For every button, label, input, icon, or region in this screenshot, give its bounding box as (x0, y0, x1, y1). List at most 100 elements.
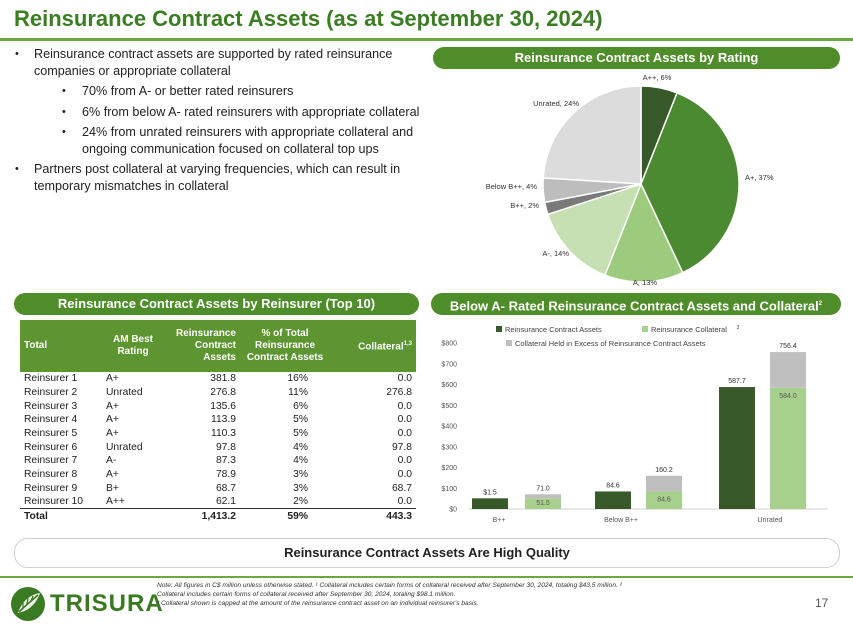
pie-label: Below B++, 4% (486, 182, 538, 191)
reinsurer-collateral: 276.8 (386, 387, 412, 399)
collateral-footnote-ref: 1,3 (403, 341, 412, 348)
reinsurer-rating: Unrated (106, 441, 143, 453)
logo-wordmark: TRISURA (50, 590, 164, 617)
bar-collateral-label: 84.6 (657, 496, 671, 503)
pie-label: Unrated, 24% (533, 99, 579, 108)
reinsurer-assets: 110.3 (210, 428, 236, 440)
bar-collateral-label: 584.0 (779, 393, 797, 400)
reinsurer-name: Reinsurer 4 (24, 414, 78, 426)
total-assets: 1,413.2 (164, 508, 240, 523)
table-row: Reinsurer 2 Unrated 276.8 11% 276.8 (20, 386, 416, 400)
bullet-item: Partners post collateral at varying freq… (12, 161, 422, 194)
page-title: Reinsurance Contract Assets (as at Septe… (14, 6, 603, 31)
legend-swatch (506, 340, 512, 346)
pie-label: B++, 2% (510, 201, 539, 210)
table-row: Reinsurer 8 A+ 78.9 3% 0.0 (20, 468, 416, 482)
col-total: Total (20, 320, 102, 372)
reinsurer-assets: 87.3 (215, 455, 236, 467)
reinsurer-assets: 62.1 (215, 496, 236, 508)
y-tick-label: $400 (441, 424, 457, 431)
reinsurer-name: Reinsurer 6 (24, 441, 78, 453)
reinsurer-rating: A++ (106, 496, 125, 508)
bar-collateral (770, 387, 806, 509)
page-number: 17 (815, 596, 829, 610)
reinsurer-name: Reinsurer 2 (24, 387, 78, 399)
footnote-line: Note: All figures in C$ million unless o… (157, 582, 622, 589)
reinsurer-collateral: 0.0 (397, 469, 412, 481)
reinsurer-name: Reinsurer 5 (24, 428, 78, 440)
table-total-row: Total 1,413.2 59% 443.3 (20, 508, 416, 523)
reinsurer-pct: 6% (293, 400, 308, 412)
reinsurer-rating: B+ (106, 482, 119, 494)
trisura-logo: TRISURA (10, 586, 164, 622)
reinsurer-collateral: 0.0 (397, 428, 412, 440)
total-collateral: 443.3 (330, 508, 416, 523)
legend-label: Reinsurance Collateral (651, 325, 727, 334)
y-tick-label: $100 (441, 486, 457, 493)
reinsurer-assets: 381.8 (210, 373, 236, 385)
reinsurer-name: Reinsurer 7 (24, 455, 78, 467)
y-tick-label: $0 (449, 507, 457, 514)
collateral-header-label: Collateral (358, 341, 404, 353)
below-a-chart-title: Below A- Rated Reinsurance Contract Asse… (449, 298, 819, 314)
bar-assets (595, 491, 631, 509)
footnote-line: Collateral includes certain forms of col… (157, 590, 456, 598)
table-row: Reinsurer 6 Unrated 97.8 4% 97.8 (20, 440, 416, 454)
reinsurer-assets: 135.6 (210, 400, 236, 412)
legend-footnote-ref: 3 (737, 325, 740, 331)
reinsurer-assets: 78.9 (215, 469, 236, 481)
bar-total-label: 756.4 (779, 343, 797, 350)
reinsurer-name: Reinsurer 1 (24, 373, 78, 385)
bullet-item: Reinsurance contract assets are supporte… (12, 46, 422, 79)
legend-label: Collateral Held in Excess of Reinsurance… (515, 339, 706, 348)
x-category-label: Unrated (758, 517, 783, 524)
x-category-label: Below B++ (604, 517, 638, 524)
table-row: Reinsurer 10 A++ 62.1 2% 0.0 (20, 495, 416, 509)
leaf-logo-icon (11, 587, 45, 621)
reinsurer-rating: A+ (106, 469, 119, 481)
reinsurer-pct: 4% (293, 455, 308, 467)
bar-assets (719, 387, 755, 509)
y-tick-label: $800 (441, 341, 457, 348)
reinsurer-collateral: 68.7 (391, 482, 412, 494)
footer-divider (0, 576, 853, 578)
title-divider (0, 38, 853, 41)
footnotes: Note: All figures in C$ million unless o… (157, 582, 797, 608)
bar-excess-collateral (525, 494, 561, 499)
total-rating-empty (102, 508, 164, 523)
legend-swatch (496, 326, 502, 332)
reinsurer-name: Reinsurer 3 (24, 400, 78, 412)
col-am-best-rating: AM Best Rating (102, 320, 164, 372)
reinsurer-table: Total AM Best Rating Reinsurance Contrac… (20, 320, 416, 523)
reinsurer-collateral: 0.0 (397, 414, 412, 426)
reinsurer-pct: 5% (293, 414, 308, 426)
reinsurer-rating: A+ (106, 414, 119, 426)
below-a-bar-chart: Reinsurance Contract Assets Reinsurance C… (441, 325, 828, 524)
reinsurer-assets: 97.8 (215, 441, 236, 453)
reinsurer-pct: 11% (288, 387, 308, 399)
bar-assets-label: 587.7 (728, 378, 746, 385)
pie-slice-1 (640, 91, 740, 274)
reinsurer-collateral: 0.0 (397, 373, 412, 385)
rating-chart-header: Reinsurance Contract Assets by Rating (433, 47, 840, 69)
reinsurer-pct: 4% (293, 441, 308, 453)
reinsurer-rating: A+ (106, 400, 119, 412)
pie-slice-2 (603, 182, 684, 283)
reinsurer-rating: A+ (106, 428, 119, 440)
footnote-line: ³ Collateral shown is capped at the amou… (157, 599, 479, 607)
reinsurer-collateral: 97.8 (391, 441, 412, 453)
bar-assets (472, 498, 508, 509)
table-row: Reinsurer 9 B+ 68.7 3% 68.7 (20, 482, 416, 496)
reinsurer-name: Reinsurer 10 (24, 496, 83, 508)
reinsurer-name: Reinsurer 9 (24, 482, 78, 494)
reinsurer-rating: Unrated (106, 387, 143, 399)
reinsurer-pct: 16% (287, 373, 308, 385)
reinsurer-pct: 3% (293, 482, 308, 494)
sub-bullet-item: 70% from A- or better rated reinsurers (12, 83, 422, 100)
bar-collateral (525, 498, 561, 509)
reinsurer-assets: 113.9 (210, 414, 236, 426)
legend-label: Reinsurance Contract Assets (505, 325, 602, 334)
pie-label: A++, 6% (643, 73, 672, 82)
bar-collateral (646, 491, 682, 509)
reinsurer-collateral: 0.0 (397, 496, 412, 508)
